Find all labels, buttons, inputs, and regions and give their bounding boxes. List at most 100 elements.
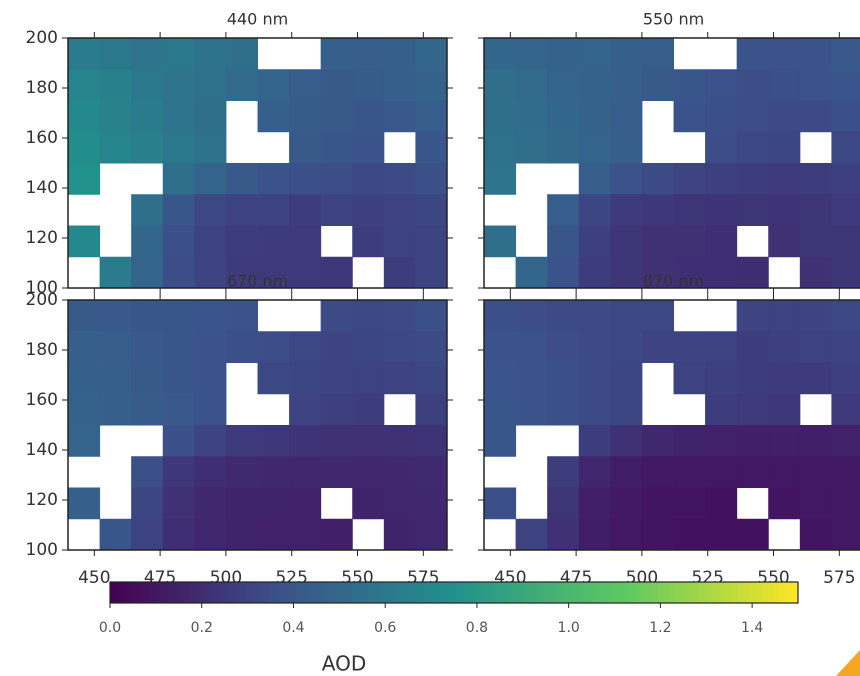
heat-cell (68, 331, 101, 363)
heat-cell (257, 100, 290, 133)
heat-cell (736, 518, 769, 551)
heat-cell (257, 425, 290, 457)
heat-cell (799, 487, 832, 520)
heat-cell (768, 362, 801, 395)
heat-cell (673, 100, 706, 133)
heat-cell (673, 425, 706, 457)
heat-cell (610, 225, 643, 258)
heat-cell (547, 194, 580, 226)
heat-cell (799, 456, 832, 488)
heat-cell (320, 256, 353, 289)
heat-cell (131, 331, 164, 363)
heat-cell (289, 131, 322, 164)
y-tick-label: 160 (26, 128, 58, 148)
heat-cell (578, 225, 611, 258)
heat-cell (352, 456, 385, 488)
heat-cell (610, 300, 643, 332)
heat-cell (673, 69, 706, 101)
heat-cell (641, 69, 674, 101)
heat-cell (320, 331, 353, 363)
panel: 450 475 500 525 550 575100120140160180200670 … (26, 272, 453, 588)
heat-cell (831, 225, 860, 258)
heat-cell (415, 194, 448, 226)
heat-cell (194, 487, 227, 520)
heat-cell (484, 362, 517, 395)
heat-cell (610, 163, 643, 195)
heat-cell (225, 331, 258, 363)
heat-cell (705, 518, 738, 551)
panel: 100 120 140 160 180 200 440 nm (26, 10, 453, 298)
heat-cell (547, 69, 580, 101)
heat-cell (736, 362, 769, 395)
heat-cell (194, 38, 227, 70)
heat-cell (641, 425, 674, 457)
heat-cell (162, 256, 195, 289)
heat-cell (484, 300, 517, 332)
heat-cell (289, 393, 322, 426)
heat-cell (320, 362, 353, 395)
heat-cell (383, 100, 416, 133)
heat-cell (768, 225, 801, 258)
colorbar-label: AOD (322, 652, 366, 676)
heat-cell (831, 194, 860, 226)
heat-cell (415, 518, 448, 551)
heat-cell (705, 487, 738, 520)
heat-cell (736, 131, 769, 164)
heat-cell (484, 100, 517, 133)
heat-cell (131, 69, 164, 101)
heat-cell (799, 194, 832, 226)
heat-cell (415, 225, 448, 258)
heat-cell (484, 487, 517, 520)
heat-cell (799, 300, 832, 332)
heat-cell (131, 518, 164, 551)
heat-cell (162, 393, 195, 426)
heat-cell (547, 456, 580, 488)
heat-cell (289, 69, 322, 101)
y-tick-label: 200 (26, 290, 58, 310)
heat-cell (225, 163, 258, 195)
heat-cell (352, 331, 385, 363)
heat-cell (831, 362, 860, 395)
heat-cell (99, 131, 132, 164)
heat-cell (705, 393, 738, 426)
heat-cell (515, 362, 548, 395)
heat-cell (610, 100, 643, 133)
heat-cell (484, 38, 517, 70)
heat-cell (484, 225, 517, 258)
heat-cell (610, 256, 643, 289)
panel-title: 670 nm (227, 272, 288, 291)
heat-cell (799, 100, 832, 133)
x-tick-label: 575 (823, 568, 855, 588)
heat-cell (99, 331, 132, 363)
heat-cell (641, 225, 674, 258)
heat-cell (705, 456, 738, 488)
heat-cell (257, 518, 290, 551)
heat-cell (547, 131, 580, 164)
heat-cell (162, 163, 195, 195)
y-tick-label: 160 (26, 390, 58, 410)
heat-cell (610, 38, 643, 70)
heat-cell (799, 331, 832, 363)
heat-cell (415, 163, 448, 195)
heat-cell (799, 256, 832, 289)
heat-cell (673, 362, 706, 395)
heat-cell (768, 163, 801, 195)
heat-cell (673, 225, 706, 258)
heat-cell (68, 300, 101, 332)
heat-cell (578, 425, 611, 457)
heat-cell (547, 362, 580, 395)
heat-cell (383, 225, 416, 258)
heat-cell (578, 331, 611, 363)
heat-cell (194, 362, 227, 395)
heat-cell (578, 131, 611, 164)
heat-cell (415, 256, 448, 289)
heat-cell (320, 518, 353, 551)
heat-cell (320, 456, 353, 488)
heat-cell (415, 456, 448, 488)
heat-cell (705, 163, 738, 195)
heat-cell (320, 131, 353, 164)
heat-cell (320, 425, 353, 457)
heat-cell (289, 425, 322, 457)
heat-cell (641, 256, 674, 289)
heat-cell (194, 393, 227, 426)
